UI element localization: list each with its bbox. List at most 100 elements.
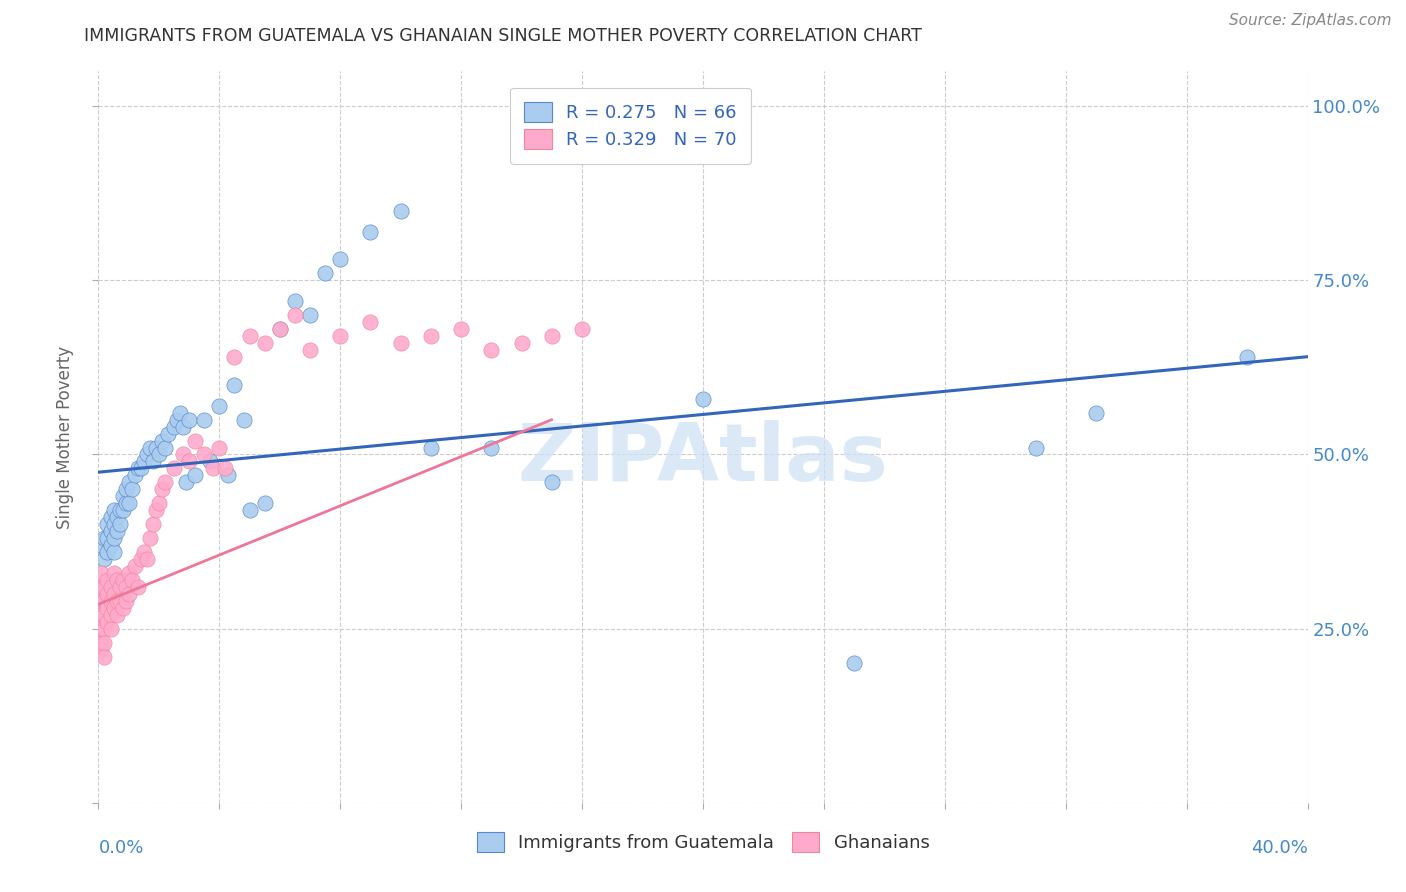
Point [100, 538, 122, 552]
Point [103, 600, 125, 615]
Point [184, 434, 207, 448]
Point [111, 489, 134, 503]
Point [93, 649, 115, 664]
Point [1024, 441, 1046, 455]
Point [142, 517, 165, 532]
Point [1085, 406, 1108, 420]
Point [239, 329, 262, 343]
Point [148, 496, 170, 510]
Point [114, 594, 136, 608]
Point [232, 412, 254, 426]
Point [127, 580, 149, 594]
Point [299, 343, 322, 357]
Point [129, 461, 152, 475]
Point [90, 635, 112, 649]
Point [96, 615, 118, 629]
Point [103, 545, 125, 559]
Point [217, 468, 239, 483]
Point [90, 594, 112, 608]
Point [108, 580, 131, 594]
Point [389, 203, 412, 218]
Point [132, 454, 155, 468]
Point [118, 496, 141, 510]
Point [108, 503, 131, 517]
Point [118, 475, 141, 490]
Text: ZIPAtlas: ZIPAtlas [517, 420, 889, 498]
Point [90, 580, 112, 594]
Point [214, 461, 236, 475]
Text: 0.0%: 0.0% [98, 839, 143, 857]
Point [179, 454, 201, 468]
Point [253, 496, 276, 510]
Point [93, 580, 115, 594]
Point [150, 483, 173, 497]
Point [105, 510, 128, 524]
Point [571, 322, 593, 336]
Point [100, 607, 122, 622]
Point [139, 441, 162, 455]
Point [1236, 350, 1258, 364]
Point [269, 322, 291, 336]
Point [114, 496, 136, 510]
Point [96, 531, 118, 545]
Point [179, 412, 201, 426]
Point [145, 441, 167, 455]
Point [329, 329, 352, 343]
Point [450, 322, 472, 336]
Point [193, 448, 215, 462]
Point [100, 510, 122, 524]
Point [118, 566, 141, 580]
Point [111, 573, 134, 587]
Point [90, 566, 112, 580]
Point [96, 517, 118, 532]
Point [135, 552, 157, 566]
Point [96, 587, 118, 601]
Point [169, 406, 191, 420]
Point [174, 475, 197, 490]
Point [202, 461, 225, 475]
Point [153, 475, 176, 490]
Point [93, 594, 115, 608]
Point [510, 336, 533, 351]
Point [224, 377, 246, 392]
Point [172, 448, 194, 462]
Point [96, 600, 118, 615]
Point [90, 642, 112, 657]
Point [100, 594, 122, 608]
Text: IMMIGRANTS FROM GUATEMALA VS GHANAIAN SINGLE MOTHER POVERTY CORRELATION CHART: IMMIGRANTS FROM GUATEMALA VS GHANAIAN SI… [84, 27, 922, 45]
Point [105, 594, 128, 608]
Point [121, 483, 143, 497]
Point [93, 622, 115, 636]
Point [172, 419, 194, 434]
Point [96, 545, 118, 559]
Point [93, 635, 115, 649]
Point [96, 573, 118, 587]
Point [253, 336, 276, 351]
Point [314, 266, 336, 280]
Point [90, 607, 112, 622]
Point [93, 552, 115, 566]
Point [156, 426, 179, 441]
Point [145, 503, 167, 517]
Point [329, 252, 352, 267]
Point [360, 225, 382, 239]
Point [142, 454, 165, 468]
Point [153, 441, 176, 455]
Point [103, 503, 125, 517]
Point [150, 434, 173, 448]
Text: 40.0%: 40.0% [1251, 839, 1308, 857]
Point [129, 552, 152, 566]
Point [100, 580, 122, 594]
Point [93, 607, 115, 622]
Point [132, 545, 155, 559]
Point [139, 531, 162, 545]
Point [124, 468, 146, 483]
Point [540, 475, 562, 490]
Point [481, 441, 503, 455]
Point [163, 419, 186, 434]
Point [105, 524, 128, 538]
Point [284, 294, 307, 309]
Point [111, 503, 134, 517]
Point [135, 448, 157, 462]
Point [100, 524, 122, 538]
